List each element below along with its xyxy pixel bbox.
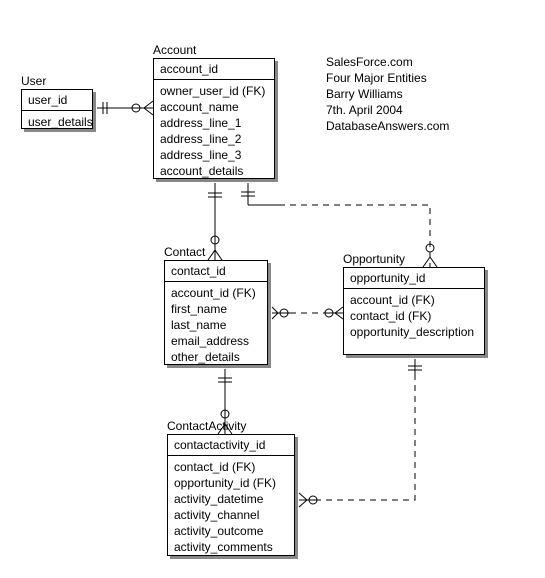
entity-opportunity-attr-2: opportunity_description bbox=[350, 324, 478, 340]
meta-line-1: SalesForce.com bbox=[326, 54, 449, 70]
entity-account: account_id owner_user_id (FK) account_na… bbox=[153, 58, 275, 179]
entity-contact: contact_id account_id (FK) first_name la… bbox=[164, 260, 268, 365]
entity-contact-attr-4: other_details bbox=[171, 349, 261, 365]
entity-contact-activity-attr-0: contact_id (FK) bbox=[174, 459, 288, 475]
entity-contact-activity-attr-1: opportunity_id (FK) bbox=[174, 475, 288, 491]
entity-contact-pk: contact_id bbox=[165, 261, 267, 282]
entity-opportunity-attr-1: contact_id (FK) bbox=[350, 308, 478, 324]
erd-canvas: SalesForce.com Four Major Entities Barry… bbox=[0, 0, 545, 578]
entity-account-attr-5: account_details bbox=[160, 163, 268, 179]
entity-account-attr-2: address_line_1 bbox=[160, 115, 268, 131]
diagram-meta: SalesForce.com Four Major Entities Barry… bbox=[326, 54, 449, 134]
entity-contact-attr-2: last_name bbox=[171, 317, 261, 333]
meta-line-3: Barry Williams bbox=[326, 86, 449, 102]
entity-account-attr-1: account_name bbox=[160, 99, 268, 115]
entity-opportunity: opportunity_id account_id (FK) contact_i… bbox=[343, 267, 485, 355]
entity-contact-activity-title: ContactActivity bbox=[167, 419, 246, 433]
entity-opportunity-attr-0: account_id (FK) bbox=[350, 292, 478, 308]
entity-account-title: Account bbox=[153, 43, 196, 57]
entity-opportunity-title: Opportunity bbox=[343, 252, 405, 266]
entity-contact-title: Contact bbox=[164, 245, 205, 259]
entity-contact-attrs: account_id (FK) first_name last_name ema… bbox=[165, 282, 267, 368]
entity-contact-activity-attr-3: activity_channel bbox=[174, 507, 288, 523]
entity-contact-attr-0: account_id (FK) bbox=[171, 285, 261, 301]
entity-account-attr-0: owner_user_id (FK) bbox=[160, 83, 268, 99]
entity-contact-activity-attr-5: activity_comments bbox=[174, 539, 288, 555]
edge-account-opportunity-ends bbox=[241, 183, 437, 267]
meta-line-5: DatabaseAnswers.com bbox=[326, 118, 449, 134]
entity-opportunity-attrs: account_id (FK) contact_id (FK) opportun… bbox=[344, 289, 484, 343]
meta-line-4: 7th. April 2004 bbox=[326, 102, 449, 118]
edge-opportunity-activity bbox=[320, 374, 415, 500]
entity-account-pk: account_id bbox=[154, 59, 274, 80]
edge-account-contact bbox=[208, 183, 222, 260]
edge-contact-opportunity-ends bbox=[272, 307, 343, 319]
entity-user-attr-0: user_details bbox=[28, 114, 86, 130]
entity-account-attr-3: address_line_2 bbox=[160, 131, 268, 147]
entity-contact-attr-3: email_address bbox=[171, 333, 261, 349]
edge-opportunity-activity-ends bbox=[299, 359, 422, 507]
entity-user-attrs: user_details bbox=[22, 111, 92, 133]
entity-contact-activity-attrs: contact_id (FK) opportunity_id (FK) acti… bbox=[168, 456, 294, 558]
entity-contact-activity-attr-2: activity_datetime bbox=[174, 491, 288, 507]
edge-user-account bbox=[97, 101, 153, 115]
entity-account-attr-4: address_line_3 bbox=[160, 147, 268, 163]
entity-user-pk: user_id bbox=[22, 90, 92, 111]
entity-contact-activity-pk: contactactivity_id bbox=[168, 435, 294, 456]
entity-opportunity-pk: opportunity_id bbox=[344, 268, 484, 289]
entity-contact-attr-1: first_name bbox=[171, 301, 261, 317]
entity-account-attrs: owner_user_id (FK) account_name address_… bbox=[154, 80, 274, 182]
entity-contact-activity: contactactivity_id contact_id (FK) oppor… bbox=[167, 434, 295, 556]
meta-line-2: Four Major Entities bbox=[326, 70, 449, 86]
entity-user: user_id user_details bbox=[21, 89, 93, 129]
entity-contact-activity-attr-4: activity_outcome bbox=[174, 523, 288, 539]
entity-user-title: User bbox=[21, 74, 46, 88]
